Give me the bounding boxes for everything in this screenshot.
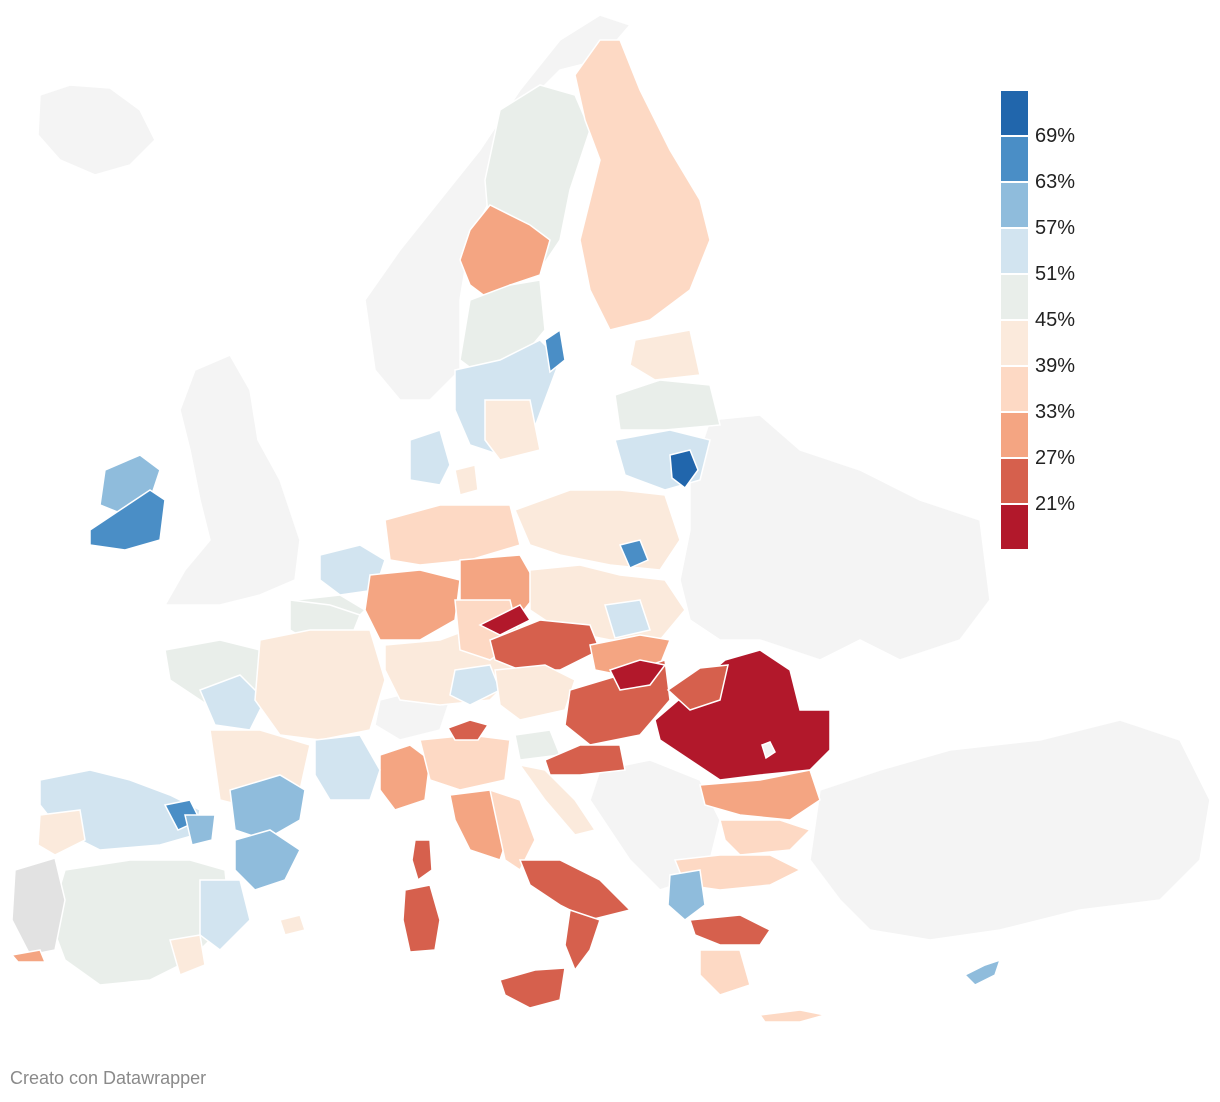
legend-label-9: 21% (1035, 493, 1076, 515)
region-finland (574, 39, 711, 331)
region-italy-north (419, 734, 511, 791)
region-murcia (169, 934, 206, 977)
region-lithuania (614, 429, 711, 491)
region-corsica (411, 839, 433, 882)
legend-label-1: 69% (1035, 125, 1076, 147)
region-poland-north (513, 489, 681, 571)
region-eastern-europe (679, 414, 991, 661)
region-estonia (629, 329, 701, 381)
credit-text[interactable]: Creato con Datawrapper (10, 1068, 207, 1088)
legend-swatch-9 (1001, 459, 1028, 503)
legend-swatch-3 (1001, 183, 1028, 227)
region-turkey (809, 719, 1211, 941)
legend-label-8: 27% (1035, 447, 1076, 469)
region-germany-west (364, 569, 461, 641)
region-norway (364, 14, 632, 401)
legend-swatch-4 (1001, 229, 1028, 273)
legend-swatch-5 (1001, 275, 1028, 319)
region-denmark-east (454, 464, 479, 496)
legend-swatch-7 (1001, 367, 1028, 411)
legend-label-3: 57% (1035, 217, 1076, 239)
region-peloponnese (699, 949, 751, 996)
region-portugal-north (37, 809, 86, 856)
region-italy-south (518, 859, 632, 921)
region-iceland (37, 84, 156, 176)
region-germany-north (384, 504, 521, 566)
region-croatia-coast (518, 763, 597, 836)
region-balearic (279, 914, 306, 936)
region-cyprus (963, 958, 1002, 986)
region-warsaw (618, 539, 649, 569)
region-poland-southeast (604, 599, 651, 639)
region-sweden-south (484, 399, 541, 461)
region-austria-west (449, 664, 501, 706)
region-spain-east (199, 879, 251, 951)
legend-label-5: 45% (1035, 309, 1076, 331)
region-algarve (10, 949, 47, 963)
region-romania (654, 649, 831, 781)
region-czechia-west (478, 604, 532, 636)
region-sardinia (402, 884, 441, 953)
region-hungary-northeast (608, 659, 667, 691)
eu-regions (10, 39, 1002, 1023)
legend-swatch-10 (1001, 505, 1028, 549)
region-greece-central (688, 914, 772, 946)
europe-choropleth-map (10, 14, 1211, 1023)
region-stockholm (544, 328, 566, 374)
region-italy-center-east (488, 788, 536, 872)
legend-swatch-8 (1001, 413, 1028, 457)
region-sicily (499, 967, 566, 1009)
region-latvia (614, 379, 721, 431)
region-france-south (229, 774, 306, 841)
region-bulgaria-south (719, 819, 812, 856)
legend-label-7: 33% (1035, 401, 1076, 423)
region-crete (758, 1009, 826, 1023)
region-romania-west (666, 664, 729, 711)
region-france-center (254, 629, 386, 741)
region-catalonia (234, 829, 301, 891)
legend-swatch-6 (1001, 321, 1028, 365)
non-eu-land (37, 14, 1211, 941)
region-italy-northwest (379, 744, 431, 811)
legend-swatch-2 (1001, 137, 1028, 181)
legend-label-4: 51% (1035, 263, 1076, 285)
legend-swatch-1 (1001, 91, 1028, 135)
region-sweden-central-west (459, 204, 551, 301)
region-czechia (489, 619, 601, 671)
region-calabria (564, 909, 601, 972)
region-vilnius (669, 449, 699, 490)
region-austria (494, 664, 576, 721)
region-great-britain (163, 354, 301, 606)
legend-label-2: 63% (1035, 171, 1076, 193)
region-bulgaria-north (699, 769, 821, 821)
legend-label-6: 39% (1035, 355, 1076, 377)
region-slovenia (514, 729, 562, 761)
region-france-southeast (314, 734, 381, 801)
region-france-brittany (199, 674, 266, 731)
region-portugal (11, 857, 66, 956)
region-navarra (184, 814, 216, 846)
region-italy-trentino (446, 719, 490, 741)
region-bucharest (761, 741, 776, 760)
region-greece-northwest (667, 869, 706, 921)
region-denmark (409, 429, 451, 486)
region-ireland (89, 489, 166, 551)
